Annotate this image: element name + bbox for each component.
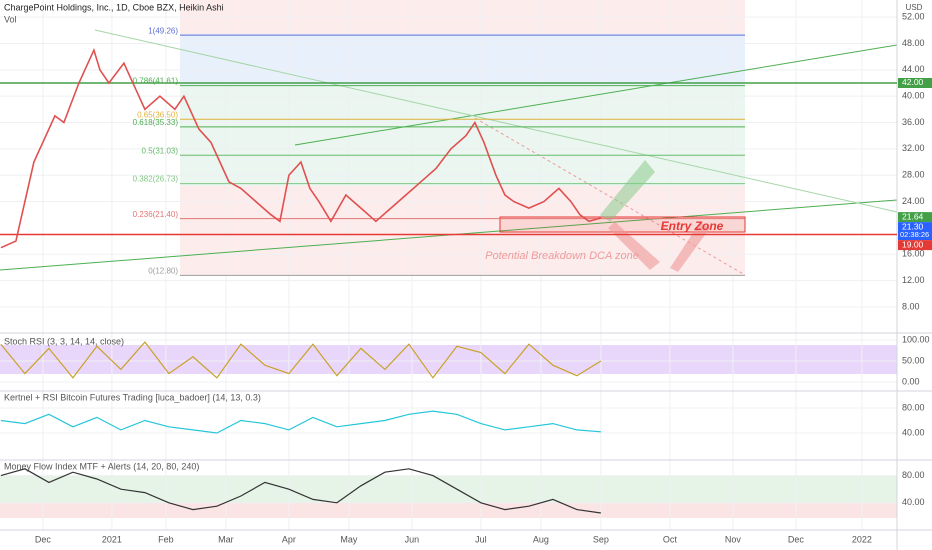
y-tick-label: 12.00 [902,275,925,285]
trend-line [94,29,898,213]
price-tag-label: 19.00 [902,239,924,249]
y-tick-label: 52.00 [902,12,925,22]
y-tick-label: 80.00 [902,402,925,412]
fib-label: 0.786(41.61) [133,77,179,86]
x-tick-label: Sep [593,534,609,544]
annotation: Potential Breakdown DCA zone [485,250,639,262]
price-tag [898,240,932,251]
x-tick-label: 2021 [102,534,122,544]
y-tick-label: 28.00 [902,170,925,180]
y-tick-label: 50.00 [902,355,925,365]
y-tick-label: 40.00 [902,497,925,507]
price-tag-label: 21.30 [902,221,924,231]
pane-title: Stoch RSI (3, 3, 14, 14, close) [4,336,124,346]
y-tick-label: 16.00 [902,249,925,259]
x-tick-label: Dec [35,534,52,544]
y-tick-label: 36.00 [902,117,925,127]
y-tick-label: 40.00 [902,427,925,437]
fib-zone [180,34,745,86]
annotation: Entry Zone [661,219,724,233]
fib-label: 0.5(31.03) [142,146,179,155]
trend-line [474,117,746,276]
trend-line [294,44,898,146]
price-tag-label: 21.64 [902,211,924,221]
stoch-band [0,345,897,374]
unit-label: USD [906,3,923,12]
fib-label: 0.65(36.50) [137,110,178,119]
x-tick-label: Mar [218,534,234,544]
x-tick-label: Oct [663,534,678,544]
y-tick-label: 80.00 [902,470,925,480]
series-line [0,47,602,249]
x-tick-label: Jul [475,534,487,544]
fib-label: 0(12.80) [148,266,178,275]
x-tick-label: Apr [282,534,296,544]
fib-label: 0.382(26.73) [133,175,179,184]
mfi-band [0,503,897,518]
fib-label: 0.236(21.40) [133,210,179,219]
pane-title: Money Flow Index MTF + Alerts (14, 20, 8… [4,461,199,471]
fib-zone [180,86,745,186]
price-tag-timer: 02:38:26 [900,230,929,239]
chart-title: ChargePoint Holdings, Inc., 1D, Cboe BZX… [4,2,224,12]
y-tick-label: 0.00 [902,376,920,386]
fib-label: 0.618(35.33) [133,118,179,127]
x-tick-label: Jun [405,534,420,544]
x-tick-label: Dec [788,534,805,544]
y-tick-label: 32.00 [902,143,925,153]
x-tick-label: Aug [533,534,549,544]
y-tick-label: 24.00 [902,196,925,206]
x-tick-label: 2022 [852,534,872,544]
pane-title: Kertnel + RSI Bitcoin Futures Trading [l… [4,392,261,402]
price-tag-label: 42.00 [902,77,924,87]
y-tick-label: 40.00 [902,91,925,101]
price-tag [898,212,932,223]
y-tick-label: 44.00 [902,64,925,74]
arrow [600,160,655,222]
y-tick-label: 8.00 [902,301,920,311]
series-line [0,468,601,514]
mfi-band [0,476,897,503]
price-tag [898,222,932,241]
y-tick-label: 48.00 [902,38,925,48]
volume-label: Vol [4,14,17,24]
price-tag [898,77,932,88]
series-line [0,410,601,434]
x-tick-label: Nov [725,534,742,544]
x-tick-label: May [340,534,358,544]
series-line [0,341,602,379]
fib-label: 1(49.26) [148,26,178,35]
y-tick-label: 100.00 [902,334,930,344]
x-tick-label: Feb [158,534,174,544]
